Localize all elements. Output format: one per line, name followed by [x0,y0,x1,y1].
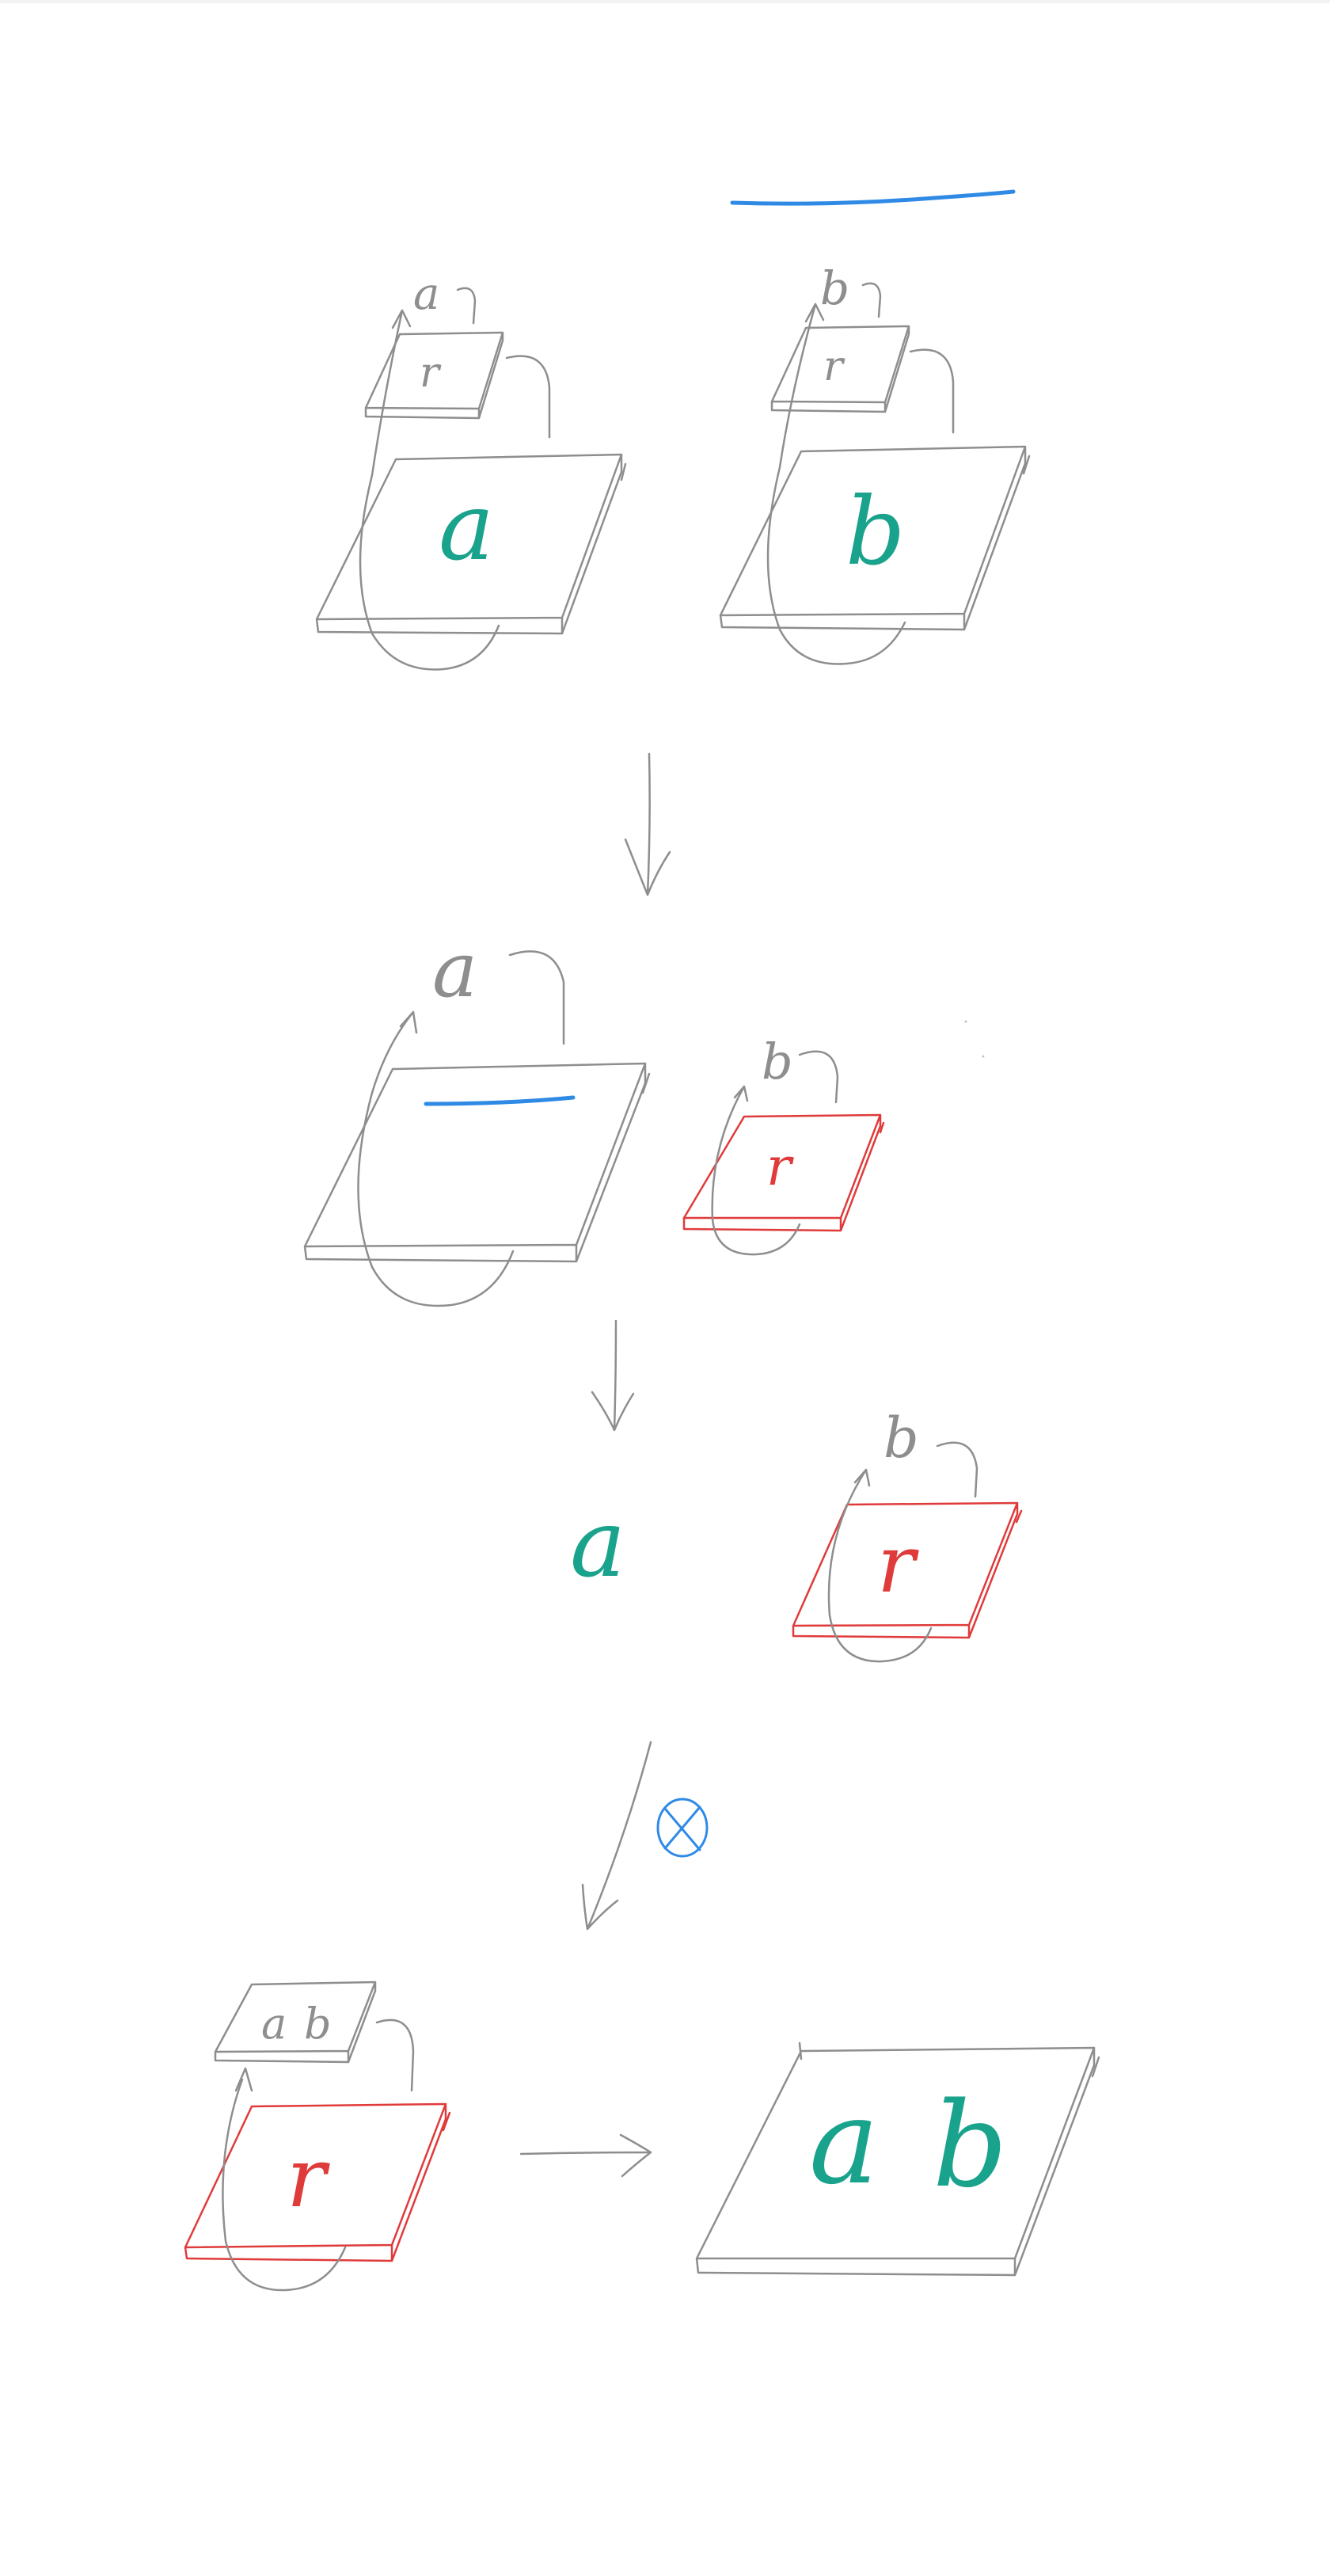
step4-left-ref-box [184,2102,451,2262]
step4-result-b-label: b [933,2077,1008,2213]
step2-right-var-label: b [762,1033,793,1090]
step1-separator-bar [730,189,1016,206]
step2-right-ref-box [682,1113,885,1232]
page-top-border [0,0,1330,3]
step3-right-var-label: b [884,1406,919,1471]
step1-right-ref-box [770,325,910,413]
step2-blue-bar [424,1095,576,1106]
step1-left-content-label: a [439,472,494,581]
step4-left-group [184,1981,451,2292]
step1-left-group [315,287,627,671]
step1-right-ref-hook [909,348,955,434]
step2-right-var-hook [798,1050,839,1104]
step2-right-ref-label: r [766,1136,794,1197]
step2-right-loop [711,1085,801,1256]
step2-left-var-hook [508,950,565,1045]
step1-right-content-label: b [846,477,906,586]
step3-value-label: a [570,1489,625,1598]
step3-right-var-hook [936,1441,978,1498]
step4-small-box-b-label: b [304,1999,332,2049]
step1-left-var-label: a [413,268,439,320]
step1-right-loop [766,302,906,665]
step4-result-a-label: a [809,2074,879,2210]
step4-left-ref-hook [375,2019,415,2092]
arrow-down-3 [581,1741,652,1931]
step1-left-loop [359,309,500,671]
arrow-down-2 [591,1319,635,1432]
step3-right-ref-label: r [877,1518,919,1611]
step4-left-loop [222,2067,347,2292]
stray-dot-2 [982,1055,985,1058]
step1-right-var-label: b [820,261,849,315]
stray-dot-1 [964,1020,967,1023]
step1-left-plate [315,453,627,635]
otimes-icon [656,1798,709,1858]
step4-small-box-a-label: a [261,1999,287,2049]
step3-right-ref-box [792,1501,1023,1639]
step2-left-plate [303,1062,651,1263]
step3-right-group [792,1441,1023,1663]
step3-right-loop [827,1468,933,1663]
step4-result-group [695,2041,1100,2277]
step1-left-ref-box [364,331,504,420]
step1-right-group [719,282,1031,665]
step1-left-ref-label: r [420,349,442,397]
step1-left-var-hook [456,287,477,325]
step4-result-plate [695,2041,1100,2277]
step2-left-group [303,950,651,1307]
step2-right-group [682,1050,885,1256]
arrow-right-4 [519,2133,652,2178]
arrow-down-1 [624,752,671,896]
step1-left-ref-hook [505,355,551,439]
step4-small-box [214,1981,377,2064]
step1-right-plate [719,445,1031,631]
step2-left-var-label: a [432,926,477,1014]
step1-right-ref-label: r [823,343,846,390]
step2-left-loop [357,1010,515,1307]
step4-left-ref-label: r [287,2129,330,2226]
step1-right-var-hook [861,282,882,318]
